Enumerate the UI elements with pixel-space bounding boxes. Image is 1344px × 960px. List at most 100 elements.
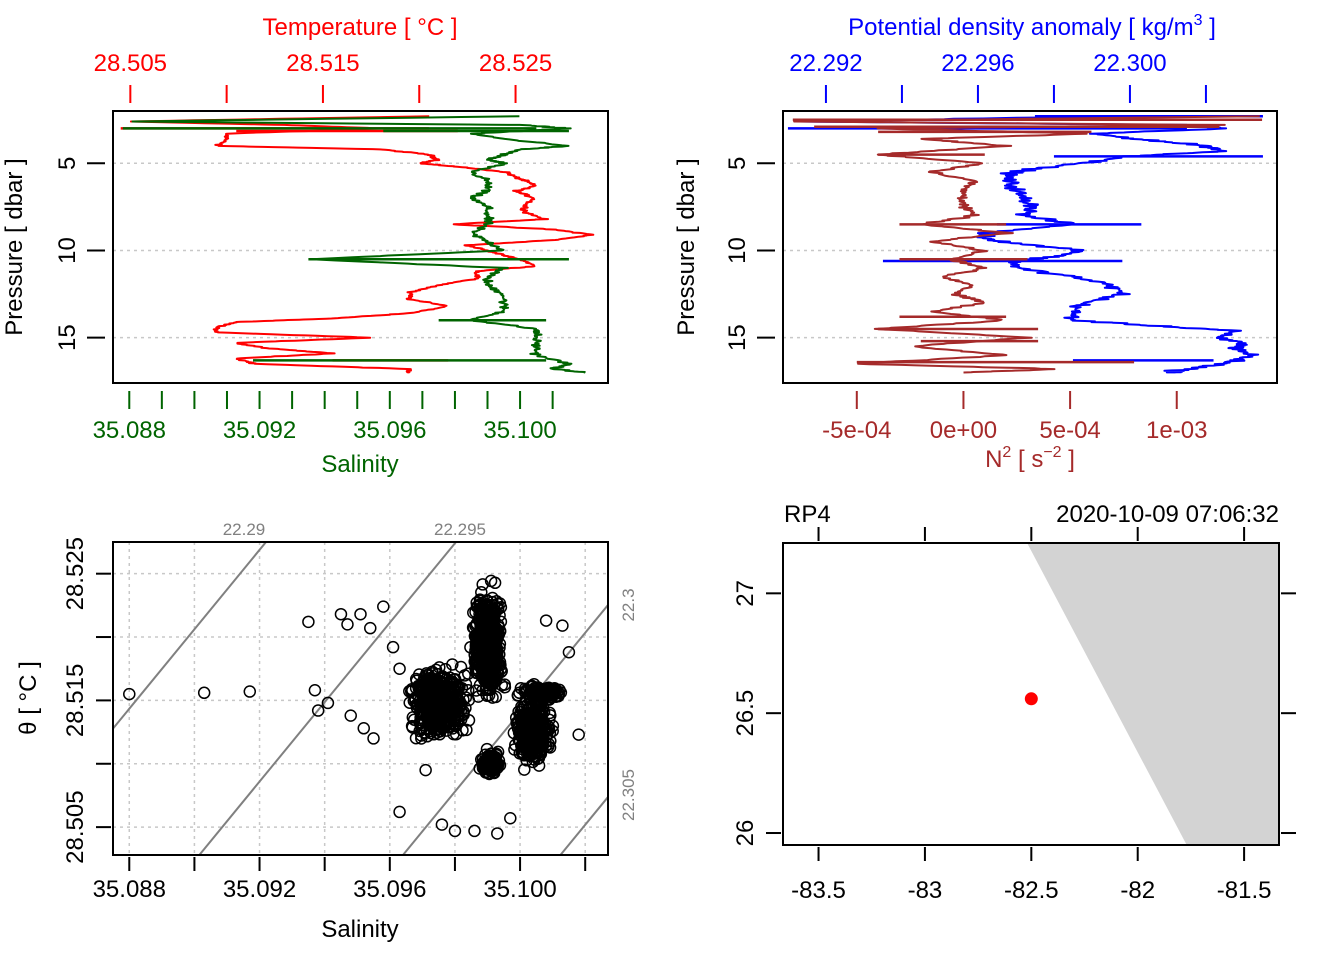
tick-label: 22.292 — [789, 50, 862, 77]
tick-label: 15 — [54, 324, 81, 351]
data-point — [357, 722, 371, 735]
salinity-axis-title: Salinity — [321, 451, 398, 478]
data-point — [481, 620, 494, 633]
salinity-axis-title: Salinity — [321, 916, 398, 943]
data-point — [470, 684, 483, 697]
tick-label: -81.5 — [1217, 877, 1272, 904]
data-point — [447, 712, 461, 726]
data-point — [495, 679, 509, 692]
panel-station-map: RP4 2020-10-09 07:06:32 -83.5 -83 -82.5 -82… — [732, 501, 1296, 904]
data-point — [485, 631, 498, 644]
data-point — [447, 673, 461, 686]
panel-profile-density-n2: Potential density anomaly [ kg/m3 ] Pres… — [673, 12, 1278, 473]
data-point — [476, 648, 490, 661]
tick-label: 26 — [732, 820, 759, 847]
data-point — [545, 684, 559, 697]
data-point — [532, 759, 546, 772]
isopycnal-label: 22.305 — [619, 769, 638, 821]
tick-label: 10 — [724, 237, 751, 264]
data-point — [493, 609, 506, 622]
tick-label: 35.100 — [483, 417, 556, 444]
data-point — [494, 601, 508, 614]
data-point — [460, 723, 473, 737]
data-point — [427, 728, 441, 741]
isopycnal-line — [113, 542, 268, 731]
data-point — [517, 727, 531, 741]
data-point — [393, 662, 406, 675]
tick-label: 5 — [54, 157, 81, 170]
data-point — [475, 586, 488, 599]
data-point — [520, 742, 533, 755]
data-point — [514, 705, 527, 719]
isopycnal-line — [401, 603, 608, 855]
n2-line — [793, 115, 1260, 374]
data-point — [354, 607, 367, 621]
tick-label: 35.096 — [353, 876, 426, 903]
data-point — [529, 723, 543, 737]
data-point — [377, 600, 390, 613]
theta-axis-title: θ [ °C ] — [15, 661, 42, 735]
data-point — [367, 732, 380, 745]
data-point — [308, 684, 322, 697]
data-point — [534, 688, 547, 702]
data-point — [572, 728, 585, 741]
data-point — [311, 704, 325, 717]
data-point — [341, 618, 354, 631]
tick-label: 28.515 — [286, 50, 359, 77]
land-polygon — [1027, 543, 1279, 845]
data-point — [562, 645, 576, 659]
data-point — [484, 617, 498, 631]
tick-label: -83.5 — [791, 877, 846, 904]
plot-frame — [782, 542, 1280, 846]
data-point — [419, 763, 432, 777]
density-axis-title: Potential density anomaly [ kg/m3 ] — [848, 12, 1216, 41]
data-point — [407, 713, 421, 726]
isopycnal-label: 22.3 — [619, 588, 638, 621]
data-point — [429, 689, 443, 702]
data-point — [509, 738, 522, 752]
tick-label: 22.296 — [941, 50, 1014, 77]
data-point — [476, 664, 489, 677]
data-point — [556, 619, 569, 632]
n2-axis-title: N2 [ s−2 ] — [985, 444, 1075, 473]
tick-label: 27 — [732, 580, 759, 607]
data-point — [539, 614, 553, 627]
tick-label: 15 — [724, 324, 751, 351]
data-point — [472, 613, 485, 626]
data-point — [423, 724, 436, 738]
data-point — [521, 715, 535, 728]
pressure-axis-title: Pressure [ dbar ] — [1, 158, 28, 335]
tick-label: -83 — [908, 877, 943, 904]
tick-label: 0e+00 — [930, 417, 997, 444]
data-point — [518, 763, 531, 776]
data-point — [476, 578, 489, 591]
data-point — [491, 597, 504, 611]
data-point — [435, 690, 448, 703]
station-time: 2020-10-09 07:06:32 — [1056, 501, 1279, 528]
data-point — [418, 726, 431, 740]
tick-label: 35.088 — [93, 417, 166, 444]
tick-label: 28.515 — [62, 664, 89, 737]
data-point — [435, 818, 449, 831]
tick-label: -5e-04 — [822, 417, 891, 444]
tick-label: 1e-03 — [1146, 417, 1207, 444]
data-point — [430, 714, 444, 727]
tick-label: 35.088 — [93, 876, 166, 903]
tick-label: 35.092 — [223, 417, 296, 444]
data-point — [478, 758, 491, 771]
data-point — [489, 690, 503, 704]
tick-label: 28.505 — [94, 50, 167, 77]
data-point — [386, 640, 400, 654]
data-point — [321, 696, 335, 710]
plot-frame — [112, 110, 609, 384]
isopycnal-label: 22.29 — [223, 520, 266, 539]
panel-profile-ts: Temperature [ °C ] Pressure [ dbar ] Sal… — [1, 14, 609, 478]
data-point — [393, 805, 406, 819]
data-point — [197, 686, 211, 700]
tick-label: 5 — [724, 157, 751, 170]
panel-ts-diagram: θ [ °C ] Salinity 22.29 22.29522.322.305 … — [15, 520, 638, 943]
tick-label: 35.092 — [223, 876, 296, 903]
data-point — [483, 657, 497, 671]
data-point — [542, 681, 556, 694]
